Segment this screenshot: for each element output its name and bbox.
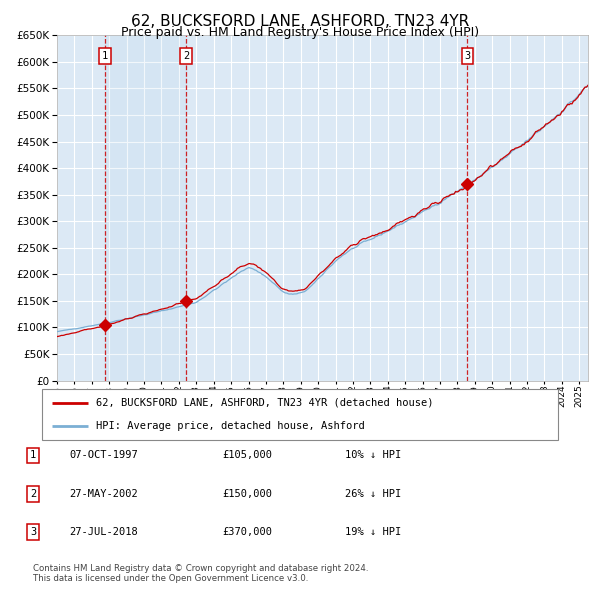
Text: 2: 2 [183,51,189,61]
Bar [105,35,186,381]
Text: 62, BUCKSFORD LANE, ASHFORD, TN23 4YR (detached house): 62, BUCKSFORD LANE, ASHFORD, TN23 4YR (d… [96,398,434,408]
Text: 3: 3 [30,527,36,537]
Text: Contains HM Land Registry data © Crown copyright and database right 2024.
This d: Contains HM Land Registry data © Crown c… [33,563,368,583]
Text: 2: 2 [30,489,36,499]
Text: 27-JUL-2018: 27-JUL-2018 [69,527,138,537]
Text: 19% ↓ HPI: 19% ↓ HPI [345,527,401,537]
Text: 27-MAY-2002: 27-MAY-2002 [69,489,138,499]
Text: 62, BUCKSFORD LANE, ASHFORD, TN23 4YR: 62, BUCKSFORD LANE, ASHFORD, TN23 4YR [131,14,469,29]
Text: £370,000: £370,000 [222,527,272,537]
Text: 1: 1 [30,451,36,460]
Text: 1: 1 [102,51,109,61]
Text: 3: 3 [464,51,470,61]
FancyBboxPatch shape [42,389,558,440]
Text: HPI: Average price, detached house, Ashford: HPI: Average price, detached house, Ashf… [96,421,365,431]
Text: £150,000: £150,000 [222,489,272,499]
Text: 26% ↓ HPI: 26% ↓ HPI [345,489,401,499]
Text: Price paid vs. HM Land Registry's House Price Index (HPI): Price paid vs. HM Land Registry's House … [121,26,479,39]
Text: £105,000: £105,000 [222,451,272,460]
Text: 07-OCT-1997: 07-OCT-1997 [69,451,138,460]
Text: 10% ↓ HPI: 10% ↓ HPI [345,451,401,460]
